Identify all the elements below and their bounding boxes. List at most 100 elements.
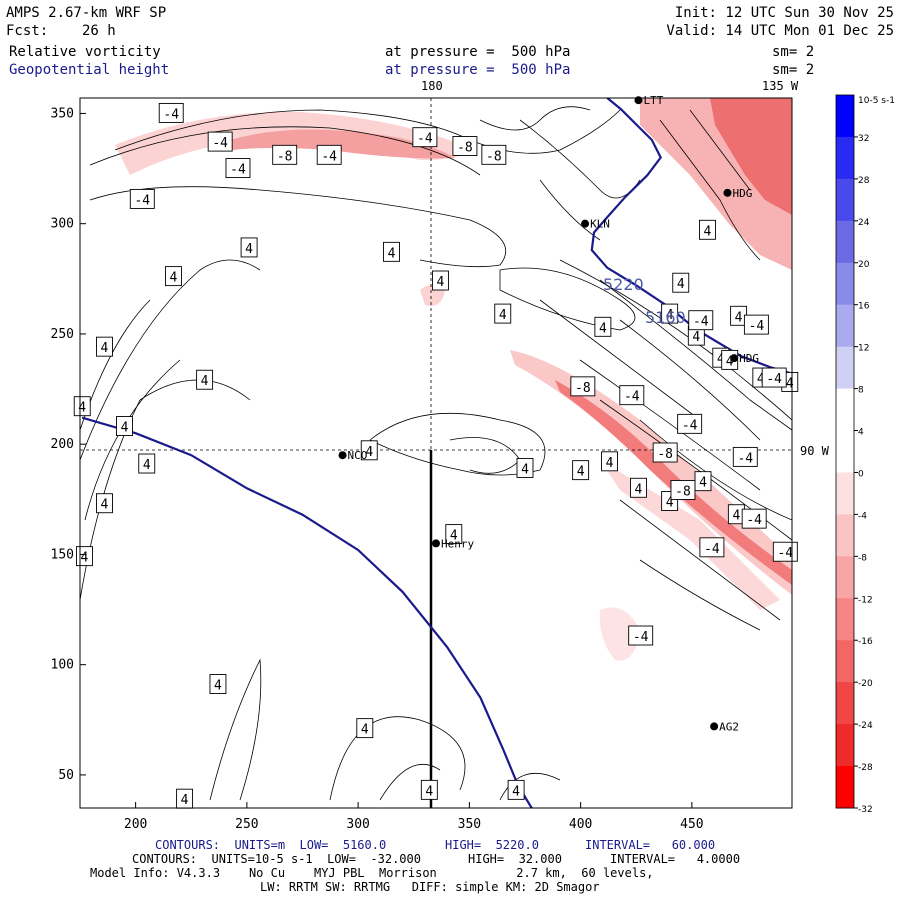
svg-text:-4: -4 bbox=[321, 149, 337, 164]
station-label: HDG bbox=[739, 352, 759, 365]
vorticity-contour-label: 4 bbox=[432, 270, 449, 291]
svg-text:4: 4 bbox=[450, 529, 458, 544]
station-label: HDG bbox=[732, 187, 752, 200]
vorticity-contour-label: 4 bbox=[96, 336, 113, 357]
svg-text:-8: -8 bbox=[657, 447, 673, 462]
colorbar-swatch bbox=[836, 682, 854, 725]
vorticity-contour-label: 4 bbox=[138, 453, 156, 474]
vorticity-shading bbox=[115, 98, 792, 661]
colorbar-swatch bbox=[836, 262, 854, 306]
vorticity-contour-label: -4 bbox=[761, 367, 787, 388]
y-tick-label: 100 bbox=[51, 658, 74, 673]
svg-text:4: 4 bbox=[499, 308, 507, 323]
svg-text:-4: -4 bbox=[417, 132, 433, 147]
svg-text:-4: -4 bbox=[633, 630, 649, 645]
y-tick-label: 250 bbox=[51, 327, 74, 342]
colorbar-swatch bbox=[836, 220, 854, 264]
field2-level: at pressure = 500 hPa bbox=[385, 62, 571, 78]
height-contour-line bbox=[81, 416, 533, 808]
svg-text:4: 4 bbox=[361, 723, 369, 738]
vorticity-contour-label: 4 bbox=[516, 457, 534, 478]
station-label: KLN bbox=[590, 218, 610, 231]
negative-vorticity-core-upper-right bbox=[710, 98, 792, 215]
svg-text:-4: -4 bbox=[737, 451, 753, 466]
svg-text:4: 4 bbox=[726, 354, 734, 369]
svg-text:4: 4 bbox=[666, 496, 674, 511]
station-label: LTT bbox=[643, 94, 663, 107]
svg-text:-8: -8 bbox=[575, 381, 591, 396]
vorticity-contour-label: -4 bbox=[772, 541, 798, 562]
y-tick-label: 300 bbox=[51, 217, 74, 232]
svg-text:4: 4 bbox=[101, 341, 109, 356]
init-time: Init: 12 UTC Sun 30 Nov 25 bbox=[674, 5, 894, 21]
vorticity-contour-label: 4 bbox=[164, 266, 182, 287]
vorticity-contour-label: 4 bbox=[445, 524, 463, 545]
colorbar-swatch bbox=[836, 514, 854, 557]
colorbar-swatch bbox=[836, 598, 854, 641]
colorbar-frame bbox=[835, 94, 855, 809]
svg-text:4: 4 bbox=[757, 372, 765, 387]
svg-text:4: 4 bbox=[437, 275, 445, 290]
svg-text:4: 4 bbox=[606, 456, 614, 471]
svg-text:-4: -4 bbox=[134, 193, 150, 208]
svg-text:4: 4 bbox=[121, 421, 129, 436]
svg-text:4: 4 bbox=[635, 482, 643, 497]
axis-ticks: 200 250 300 350 400 450 50 100 150 200 250 300 350 bbox=[51, 106, 704, 832]
colorbar-swatch bbox=[836, 95, 854, 138]
colorbar-swatch bbox=[836, 766, 854, 809]
y-tick-label: 200 bbox=[51, 437, 74, 452]
vorticity-contour-label: 4 bbox=[594, 316, 612, 337]
colorbar-label: -24 bbox=[858, 721, 873, 731]
colorbar-label: -12 bbox=[858, 595, 873, 605]
colorbar-label: 12 bbox=[858, 344, 869, 354]
svg-text:-4: -4 bbox=[212, 136, 228, 151]
vorticity-contour-label: 4 bbox=[601, 451, 618, 472]
colorbar-label: 4 bbox=[858, 428, 864, 438]
station-marker: AG2 bbox=[710, 720, 739, 733]
svg-text:-8: -8 bbox=[277, 149, 293, 164]
svg-text:4: 4 bbox=[735, 310, 743, 325]
colorbar-swatch bbox=[836, 640, 854, 683]
colorbar-label: 8 bbox=[858, 386, 864, 396]
svg-text:4: 4 bbox=[214, 679, 222, 694]
svg-text:-4: -4 bbox=[704, 542, 720, 557]
svg-text:4: 4 bbox=[599, 321, 607, 336]
x-tick-label: 250 bbox=[235, 817, 258, 832]
station-marker: KLN bbox=[581, 218, 610, 231]
svg-text:-8: -8 bbox=[675, 484, 691, 499]
svg-text:-4: -4 bbox=[230, 163, 246, 178]
model-title: AMPS 2.67-km WRF SP bbox=[6, 5, 167, 21]
plot-frame bbox=[79, 97, 793, 809]
x-tick-label: 400 bbox=[569, 817, 592, 832]
vorticity-contour-label: 4 bbox=[356, 718, 374, 739]
svg-text:4: 4 bbox=[425, 784, 433, 799]
vorticity-contour-label: -4 bbox=[677, 413, 703, 434]
y-tick-label: 150 bbox=[51, 547, 74, 562]
station-marker: NCO bbox=[338, 449, 367, 462]
svg-text:4: 4 bbox=[245, 242, 253, 257]
vorticity-contour-label: 4 bbox=[672, 272, 690, 293]
vorticity-contour-label: -4 bbox=[619, 385, 645, 406]
svg-text:4: 4 bbox=[101, 498, 109, 513]
field1-name: Relative vorticity bbox=[9, 44, 161, 60]
colorbar-label: -20 bbox=[858, 679, 873, 689]
footer-vort-interval: INTERVAL= 4.0000 bbox=[610, 852, 741, 866]
colorbar-swatch bbox=[836, 430, 854, 473]
colorbar-label: 32 bbox=[858, 134, 869, 144]
height-contours bbox=[81, 98, 792, 808]
valid-time: Valid: 14 UTC Mon 01 Dec 25 bbox=[666, 23, 894, 39]
vorticity-contour-label: -4 bbox=[207, 131, 233, 152]
y-tick-label: 350 bbox=[51, 106, 74, 121]
vorticity-contour-label: -4 bbox=[743, 314, 769, 335]
vorticity-contour-label: 4 bbox=[699, 219, 716, 240]
vorticity-contour-label: -8 bbox=[272, 144, 298, 165]
footer-physics: LW: RRTM SW: RRTMG DIFF: simple KM: 2D S… bbox=[260, 880, 600, 894]
svg-text:-8: -8 bbox=[486, 149, 502, 164]
forecast-value: 26 h bbox=[82, 23, 116, 39]
lon-180-label: 180 bbox=[421, 79, 443, 93]
svg-text:4: 4 bbox=[181, 793, 189, 808]
vorticity-contour-label: 4 bbox=[96, 493, 113, 514]
vorticity-contour-label: -4 bbox=[412, 127, 438, 148]
vorticity-contour-label: -4 bbox=[225, 158, 251, 179]
